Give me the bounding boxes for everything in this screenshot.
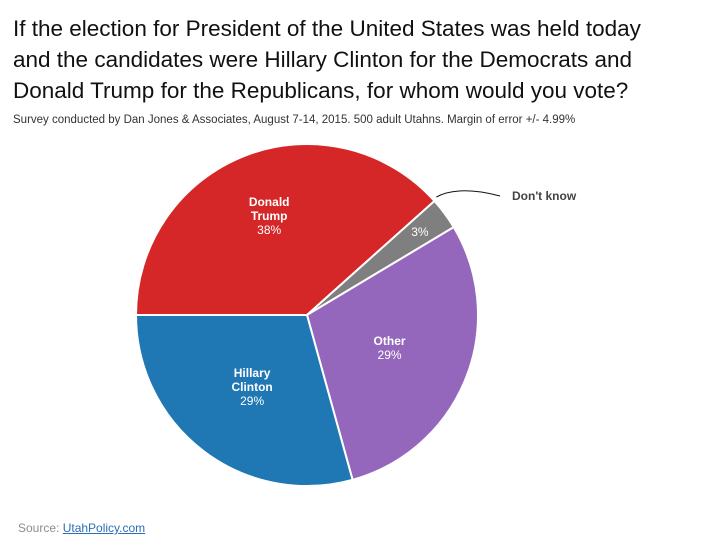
title-line-2: and the candidates were Hillary Clinton … (13, 47, 633, 72)
slice-name-line: Clinton (231, 380, 272, 394)
slice-label-hillary-clinton: Hillary Clinton 29% (231, 366, 272, 408)
source-prefix: Source: (18, 521, 63, 535)
slice-name-line: Donald (249, 195, 290, 209)
slice-name-line: Other (374, 334, 406, 348)
slice-label-don-t-know: 3% (411, 225, 429, 239)
slice-name-line: Trump (251, 209, 288, 223)
slice-name-line: Hillary (234, 366, 271, 380)
pie-slices (134, 143, 479, 487)
slice-percent: 3% (411, 225, 429, 239)
chart-title: If the election for President of the Uni… (13, 13, 713, 106)
source-link[interactable]: UtahPolicy.com (62, 521, 146, 535)
pie-slice-hillary-clinton (134, 314, 354, 487)
title-line-1: If the election for President of the Uni… (13, 16, 641, 41)
slice-percent: 29% (378, 348, 402, 362)
leader-line (436, 190, 501, 198)
pie-slice-donald-trump (134, 143, 436, 316)
pie-slice-other (305, 225, 479, 482)
external-label-don-t-know: Don't know (512, 189, 577, 203)
chart-subtitle: Survey conducted by Dan Jones & Associat… (13, 114, 576, 126)
slice-percent: 38% (257, 223, 281, 237)
source-note: Source: UtahPolicy.com (18, 521, 145, 535)
slice-label-other: Other 29% (374, 334, 406, 362)
title-line-3: Donald Trump for the Republicans, for wh… (13, 78, 629, 103)
slice-percent: 29% (240, 394, 264, 408)
slice-label-donald-trump: Donald Trump 38% (249, 195, 290, 237)
